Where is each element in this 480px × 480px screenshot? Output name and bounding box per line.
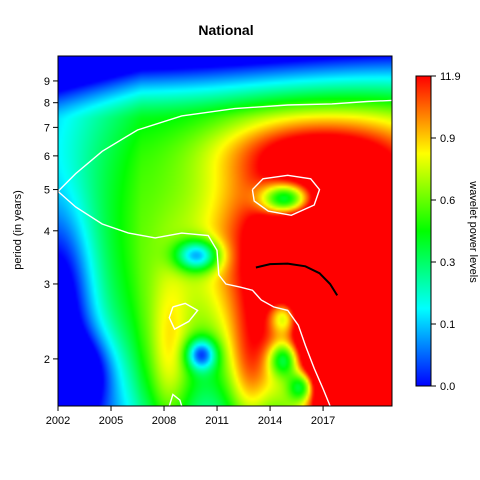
colorbar-tick-label: 0.3 <box>440 257 455 269</box>
colorbar-label: wavelet power levels <box>467 180 479 283</box>
colorbar-tick-label: 0.6 <box>440 195 455 207</box>
colorbar: 0.0 0.1 0.3 0.6 0.9 11.9 wavelet power levels <box>415 71 479 393</box>
significance-contour <box>57 99 393 192</box>
significance-contour <box>57 190 331 407</box>
colorbar-tick-label: 0.1 <box>440 319 455 331</box>
significance-contours <box>57 99 393 407</box>
y-axis-label: period (in years) <box>12 190 24 269</box>
y-tick-label: 5 <box>44 185 50 197</box>
power-ridge-line <box>255 262 339 296</box>
y-tick-label: 3 <box>44 279 50 291</box>
x-axis: 2002 2005 2008 2011 2014 2017 <box>46 406 335 427</box>
colorbar-tick-label: 0.9 <box>440 133 455 145</box>
x-tick-label: 2002 <box>46 415 70 427</box>
significance-contour <box>168 393 183 407</box>
significance-contour <box>168 302 199 331</box>
chart-title: National <box>198 22 253 38</box>
colorbar-tick-label: 0.0 <box>440 381 455 393</box>
y-tick-label: 4 <box>44 226 50 238</box>
plot-area <box>57 55 393 407</box>
y-tick-label: 6 <box>44 151 50 163</box>
y-tick-label: 9 <box>44 76 50 88</box>
y-tick-label: 7 <box>44 122 50 134</box>
y-tick-label: 8 <box>44 98 50 110</box>
colorbar-gradient <box>415 75 432 387</box>
y-axis: 2 3 4 5 6 7 8 9 <box>44 76 58 366</box>
x-tick-label: 2017 <box>311 415 335 427</box>
wavelet-power-heatmap <box>58 56 392 406</box>
significance-contour <box>251 174 321 217</box>
x-tick-label: 2005 <box>99 415 123 427</box>
y-tick-label: 2 <box>44 354 50 366</box>
x-tick-label: 2014 <box>258 415 282 427</box>
colorbar-ticks: 0.0 0.1 0.3 0.6 0.9 11.9 <box>431 71 461 393</box>
colorbar-tick-label: 11.9 <box>440 71 461 83</box>
x-tick-label: 2008 <box>152 415 176 427</box>
x-tick-label: 2011 <box>205 415 229 427</box>
